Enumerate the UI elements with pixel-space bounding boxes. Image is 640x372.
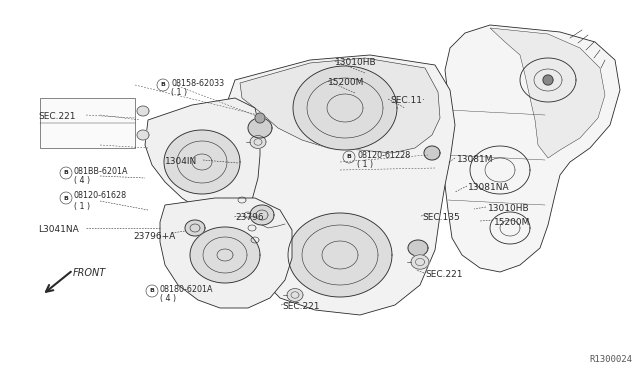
Polygon shape	[185, 220, 205, 236]
Polygon shape	[543, 75, 553, 85]
Polygon shape	[228, 55, 455, 315]
Text: ( 4 ): ( 4 )	[160, 295, 176, 304]
Polygon shape	[288, 213, 392, 297]
Text: 08158-62033: 08158-62033	[171, 78, 224, 87]
Text: 23796: 23796	[235, 213, 264, 222]
Text: ( 1 ): ( 1 )	[357, 160, 373, 170]
Polygon shape	[164, 130, 240, 194]
Text: ( 1 ): ( 1 )	[171, 89, 187, 97]
Text: B: B	[63, 196, 68, 201]
Polygon shape	[240, 58, 440, 153]
Text: 08120-61628: 08120-61628	[74, 192, 127, 201]
Polygon shape	[408, 240, 428, 256]
Text: FRONT: FRONT	[73, 268, 106, 278]
Text: 13010HB: 13010HB	[488, 204, 530, 213]
Text: 08180-6201A: 08180-6201A	[160, 285, 214, 294]
Text: SEC.11·: SEC.11·	[390, 96, 425, 105]
Text: B: B	[63, 170, 68, 176]
Polygon shape	[160, 198, 292, 308]
Polygon shape	[250, 136, 266, 148]
Polygon shape	[40, 98, 135, 148]
Polygon shape	[255, 113, 265, 123]
Polygon shape	[190, 227, 260, 283]
Text: 23796+A: 23796+A	[133, 232, 175, 241]
Polygon shape	[424, 146, 440, 160]
Polygon shape	[248, 118, 272, 138]
Text: L3041NA: L3041NA	[38, 225, 79, 234]
Text: B: B	[161, 83, 165, 87]
Text: 15200M: 15200M	[328, 78, 364, 87]
Text: SEC.221: SEC.221	[425, 270, 463, 279]
Polygon shape	[293, 66, 397, 150]
Text: SEC.221: SEC.221	[38, 112, 76, 121]
Text: SEC.135: SEC.135	[422, 213, 460, 222]
Text: ( 4 ): ( 4 )	[74, 176, 90, 186]
Polygon shape	[411, 255, 429, 269]
Text: 13081M: 13081M	[457, 155, 493, 164]
Polygon shape	[440, 25, 620, 272]
Text: 13081NA: 13081NA	[468, 183, 509, 192]
Polygon shape	[137, 130, 149, 140]
Text: 15200M: 15200M	[494, 218, 531, 227]
Polygon shape	[137, 106, 149, 116]
Text: 08120-61228: 08120-61228	[357, 151, 410, 160]
Text: ( 1 ): ( 1 )	[74, 202, 90, 211]
Polygon shape	[250, 205, 274, 225]
Polygon shape	[287, 289, 303, 301]
Polygon shape	[145, 98, 260, 220]
Text: 13010HB: 13010HB	[335, 58, 376, 67]
Text: 1304IN: 1304IN	[165, 157, 197, 166]
Text: R1300024: R1300024	[589, 355, 632, 364]
Polygon shape	[490, 28, 605, 158]
Text: 081BB-6201A: 081BB-6201A	[74, 167, 129, 176]
Text: SEC.221: SEC.221	[282, 302, 319, 311]
Text: B: B	[150, 289, 154, 294]
Text: B: B	[347, 154, 351, 160]
